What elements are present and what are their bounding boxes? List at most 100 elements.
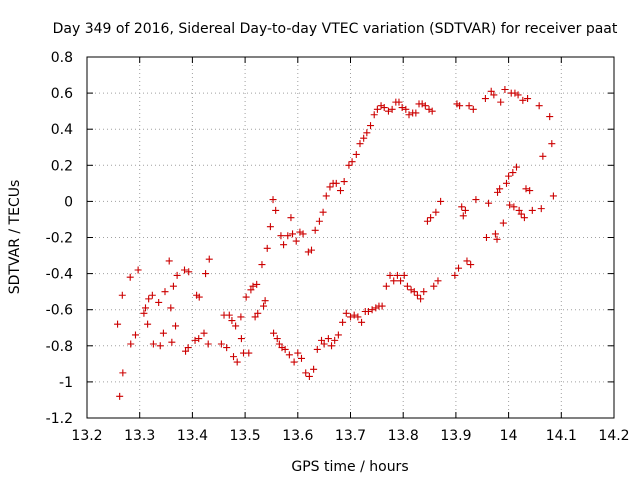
data-point xyxy=(502,179,510,187)
y-tick-label: -0.4 xyxy=(46,267,73,283)
data-point xyxy=(281,345,289,353)
data-point xyxy=(456,102,464,110)
data-point xyxy=(437,197,445,205)
data-point xyxy=(393,271,401,279)
data-point xyxy=(546,113,554,121)
data-point xyxy=(515,206,523,214)
data-point xyxy=(289,230,297,238)
data-point xyxy=(423,217,431,225)
data-point xyxy=(481,95,489,103)
data-point xyxy=(372,304,380,312)
data-point xyxy=(237,313,245,321)
data-point xyxy=(364,308,372,316)
data-point xyxy=(292,237,300,245)
data-point xyxy=(165,257,173,265)
data-point xyxy=(354,313,362,321)
data-point xyxy=(397,277,405,285)
data-point xyxy=(522,185,530,193)
data-point xyxy=(173,271,181,279)
data-point xyxy=(232,322,240,330)
data-point xyxy=(320,340,328,348)
data-point xyxy=(324,335,332,343)
data-point xyxy=(260,302,268,310)
data-point xyxy=(202,270,210,278)
data-point xyxy=(311,226,319,234)
data-point xyxy=(118,291,126,299)
data-point xyxy=(539,152,547,160)
data-point xyxy=(458,203,466,211)
data-point xyxy=(358,318,366,326)
data-point xyxy=(363,129,371,137)
data-point xyxy=(258,261,266,269)
data-point xyxy=(326,183,334,191)
data-point xyxy=(513,163,521,171)
data-point xyxy=(167,304,175,312)
data-point xyxy=(463,257,471,265)
data-point xyxy=(233,358,241,366)
data-point xyxy=(514,91,522,99)
data-point xyxy=(156,342,164,350)
data-point xyxy=(318,336,326,344)
data-point xyxy=(390,277,398,285)
data-point xyxy=(223,344,231,352)
chart-title: Day 349 of 2016, Sidereal Day-to-day VTE… xyxy=(53,21,618,37)
data-point xyxy=(490,91,498,99)
data-point xyxy=(398,104,406,112)
data-point xyxy=(299,230,307,238)
data-point xyxy=(482,234,490,241)
y-tick-label: -0.8 xyxy=(46,339,73,355)
x-tick-label: 14.1 xyxy=(546,428,577,444)
data-point xyxy=(360,134,368,142)
data-point xyxy=(127,340,135,348)
data-point xyxy=(261,297,269,305)
data-point xyxy=(225,311,233,319)
data-point xyxy=(451,271,459,279)
data-point xyxy=(334,331,342,339)
data-point xyxy=(410,288,418,296)
data-point xyxy=(432,208,440,216)
data-point xyxy=(294,349,302,357)
data-point xyxy=(347,313,354,321)
data-point xyxy=(228,317,236,325)
x-tick-label: 13.3 xyxy=(124,428,155,444)
data-point xyxy=(340,178,348,186)
data-point xyxy=(200,329,208,337)
data-point xyxy=(119,369,127,377)
y-tick-label: -0.6 xyxy=(46,303,73,319)
data-point xyxy=(367,122,375,130)
y-tick-label: 0.8 xyxy=(51,50,73,66)
y-tick-label: 0.4 xyxy=(51,122,73,138)
data-point xyxy=(284,232,292,240)
data-point xyxy=(368,306,376,314)
data-point xyxy=(149,340,157,348)
x-tick-label: 14 xyxy=(500,428,518,444)
data-point xyxy=(254,309,262,317)
data-point xyxy=(308,246,316,254)
data-point xyxy=(501,85,509,93)
data-point xyxy=(350,311,358,319)
data-point xyxy=(272,206,280,214)
data-point xyxy=(413,291,421,299)
data-point xyxy=(380,104,388,112)
data-point xyxy=(182,347,190,355)
data-point xyxy=(242,293,250,301)
data-point xyxy=(144,320,152,328)
data-point xyxy=(273,335,281,343)
data-point xyxy=(195,335,203,343)
data-point xyxy=(418,100,426,108)
data-point xyxy=(526,187,534,195)
data-point xyxy=(332,179,340,187)
data-point xyxy=(384,107,392,115)
data-point xyxy=(370,111,378,119)
data-point xyxy=(155,298,163,306)
data-point xyxy=(469,105,477,113)
data-point xyxy=(403,282,411,290)
data-point xyxy=(237,335,245,343)
y-tick-label: 0.2 xyxy=(51,158,73,174)
data-point xyxy=(537,205,545,213)
data-point xyxy=(388,105,396,113)
data-point xyxy=(319,208,327,216)
data-point xyxy=(141,304,149,312)
data-point xyxy=(131,331,139,339)
